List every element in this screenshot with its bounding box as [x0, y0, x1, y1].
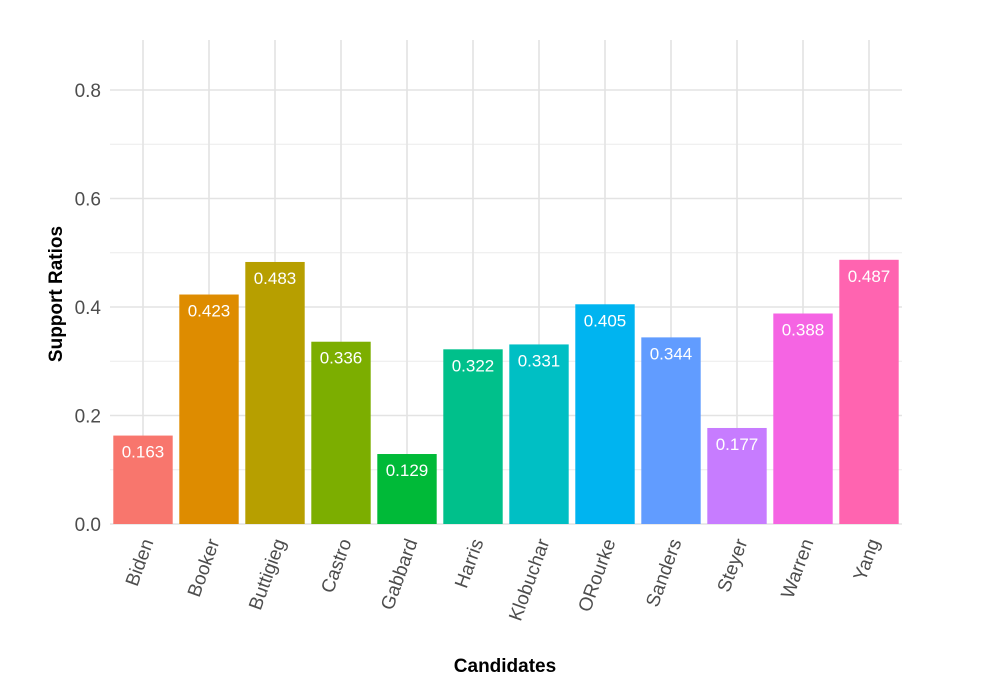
x-tick-label: Warren — [778, 536, 819, 601]
x-tick-label: Harris — [451, 536, 488, 591]
bar-warren — [773, 313, 833, 524]
bar-value-label: 0.331 — [518, 351, 561, 370]
bar-value-label: 0.405 — [584, 311, 627, 330]
x-tick-label: ORourke — [575, 536, 621, 615]
y-tick-label: 0.0 — [75, 515, 101, 536]
x-tick-label: Gabbard — [377, 536, 422, 613]
bar-gabbard — [377, 454, 437, 524]
bar-value-labels: 0.163 0.423 0.483 0.336 0.129 0.322 0.331 0.405… — [122, 267, 891, 480]
bar-orourke — [575, 304, 635, 524]
bar-buttigieg — [245, 261, 305, 524]
bar-value-label: 0.423 — [188, 302, 231, 321]
x-axis-title: Candidates — [454, 656, 556, 677]
x-tick-label: Sanders — [642, 536, 686, 610]
y-tick-label: 0.8 — [75, 81, 101, 102]
y-tick-label: 0.6 — [75, 190, 101, 211]
bar-value-label: 0.129 — [386, 461, 429, 480]
bar-booker — [179, 294, 239, 524]
bar-value-label: 0.487 — [848, 267, 891, 286]
y-axis-title: Support Ratios — [46, 226, 67, 362]
y-axis-ticks: 0.0 0.2 0.4 0.6 0.8 — [75, 81, 102, 536]
bar-value-label: 0.483 — [254, 269, 297, 288]
bar-harris — [443, 349, 503, 524]
bar-castro — [311, 341, 371, 524]
x-tick-label: Booker — [184, 536, 225, 600]
bar-value-label: 0.388 — [782, 321, 825, 340]
bar-value-label: 0.344 — [650, 344, 693, 363]
bar-klobuchar — [509, 344, 569, 524]
bars — [113, 259, 899, 524]
x-tick-label: Steyer — [714, 536, 753, 595]
bar-steyer — [707, 427, 767, 524]
y-tick-label: 0.4 — [75, 298, 102, 319]
bar-sanders — [641, 337, 701, 524]
y-tick-label: 0.2 — [75, 407, 101, 428]
bar-value-label: 0.336 — [320, 349, 363, 368]
x-tick-label: Buttigieg — [245, 536, 290, 613]
bar-value-label: 0.322 — [452, 356, 495, 375]
bar-value-label: 0.163 — [122, 443, 165, 462]
gridlines — [110, 40, 902, 525]
x-tick-label: Castro — [318, 536, 357, 596]
x-tick-label: Klobuchar — [505, 536, 554, 624]
bar-biden — [113, 435, 173, 524]
x-axis-ticks: Biden Booker Buttigieg Castro Gabbard Harris K… — [122, 536, 884, 624]
bar-yang — [839, 259, 899, 524]
bar-value-label: 0.177 — [716, 435, 759, 454]
x-tick-label: Biden — [122, 536, 158, 589]
x-tick-label: Yang — [850, 536, 884, 584]
